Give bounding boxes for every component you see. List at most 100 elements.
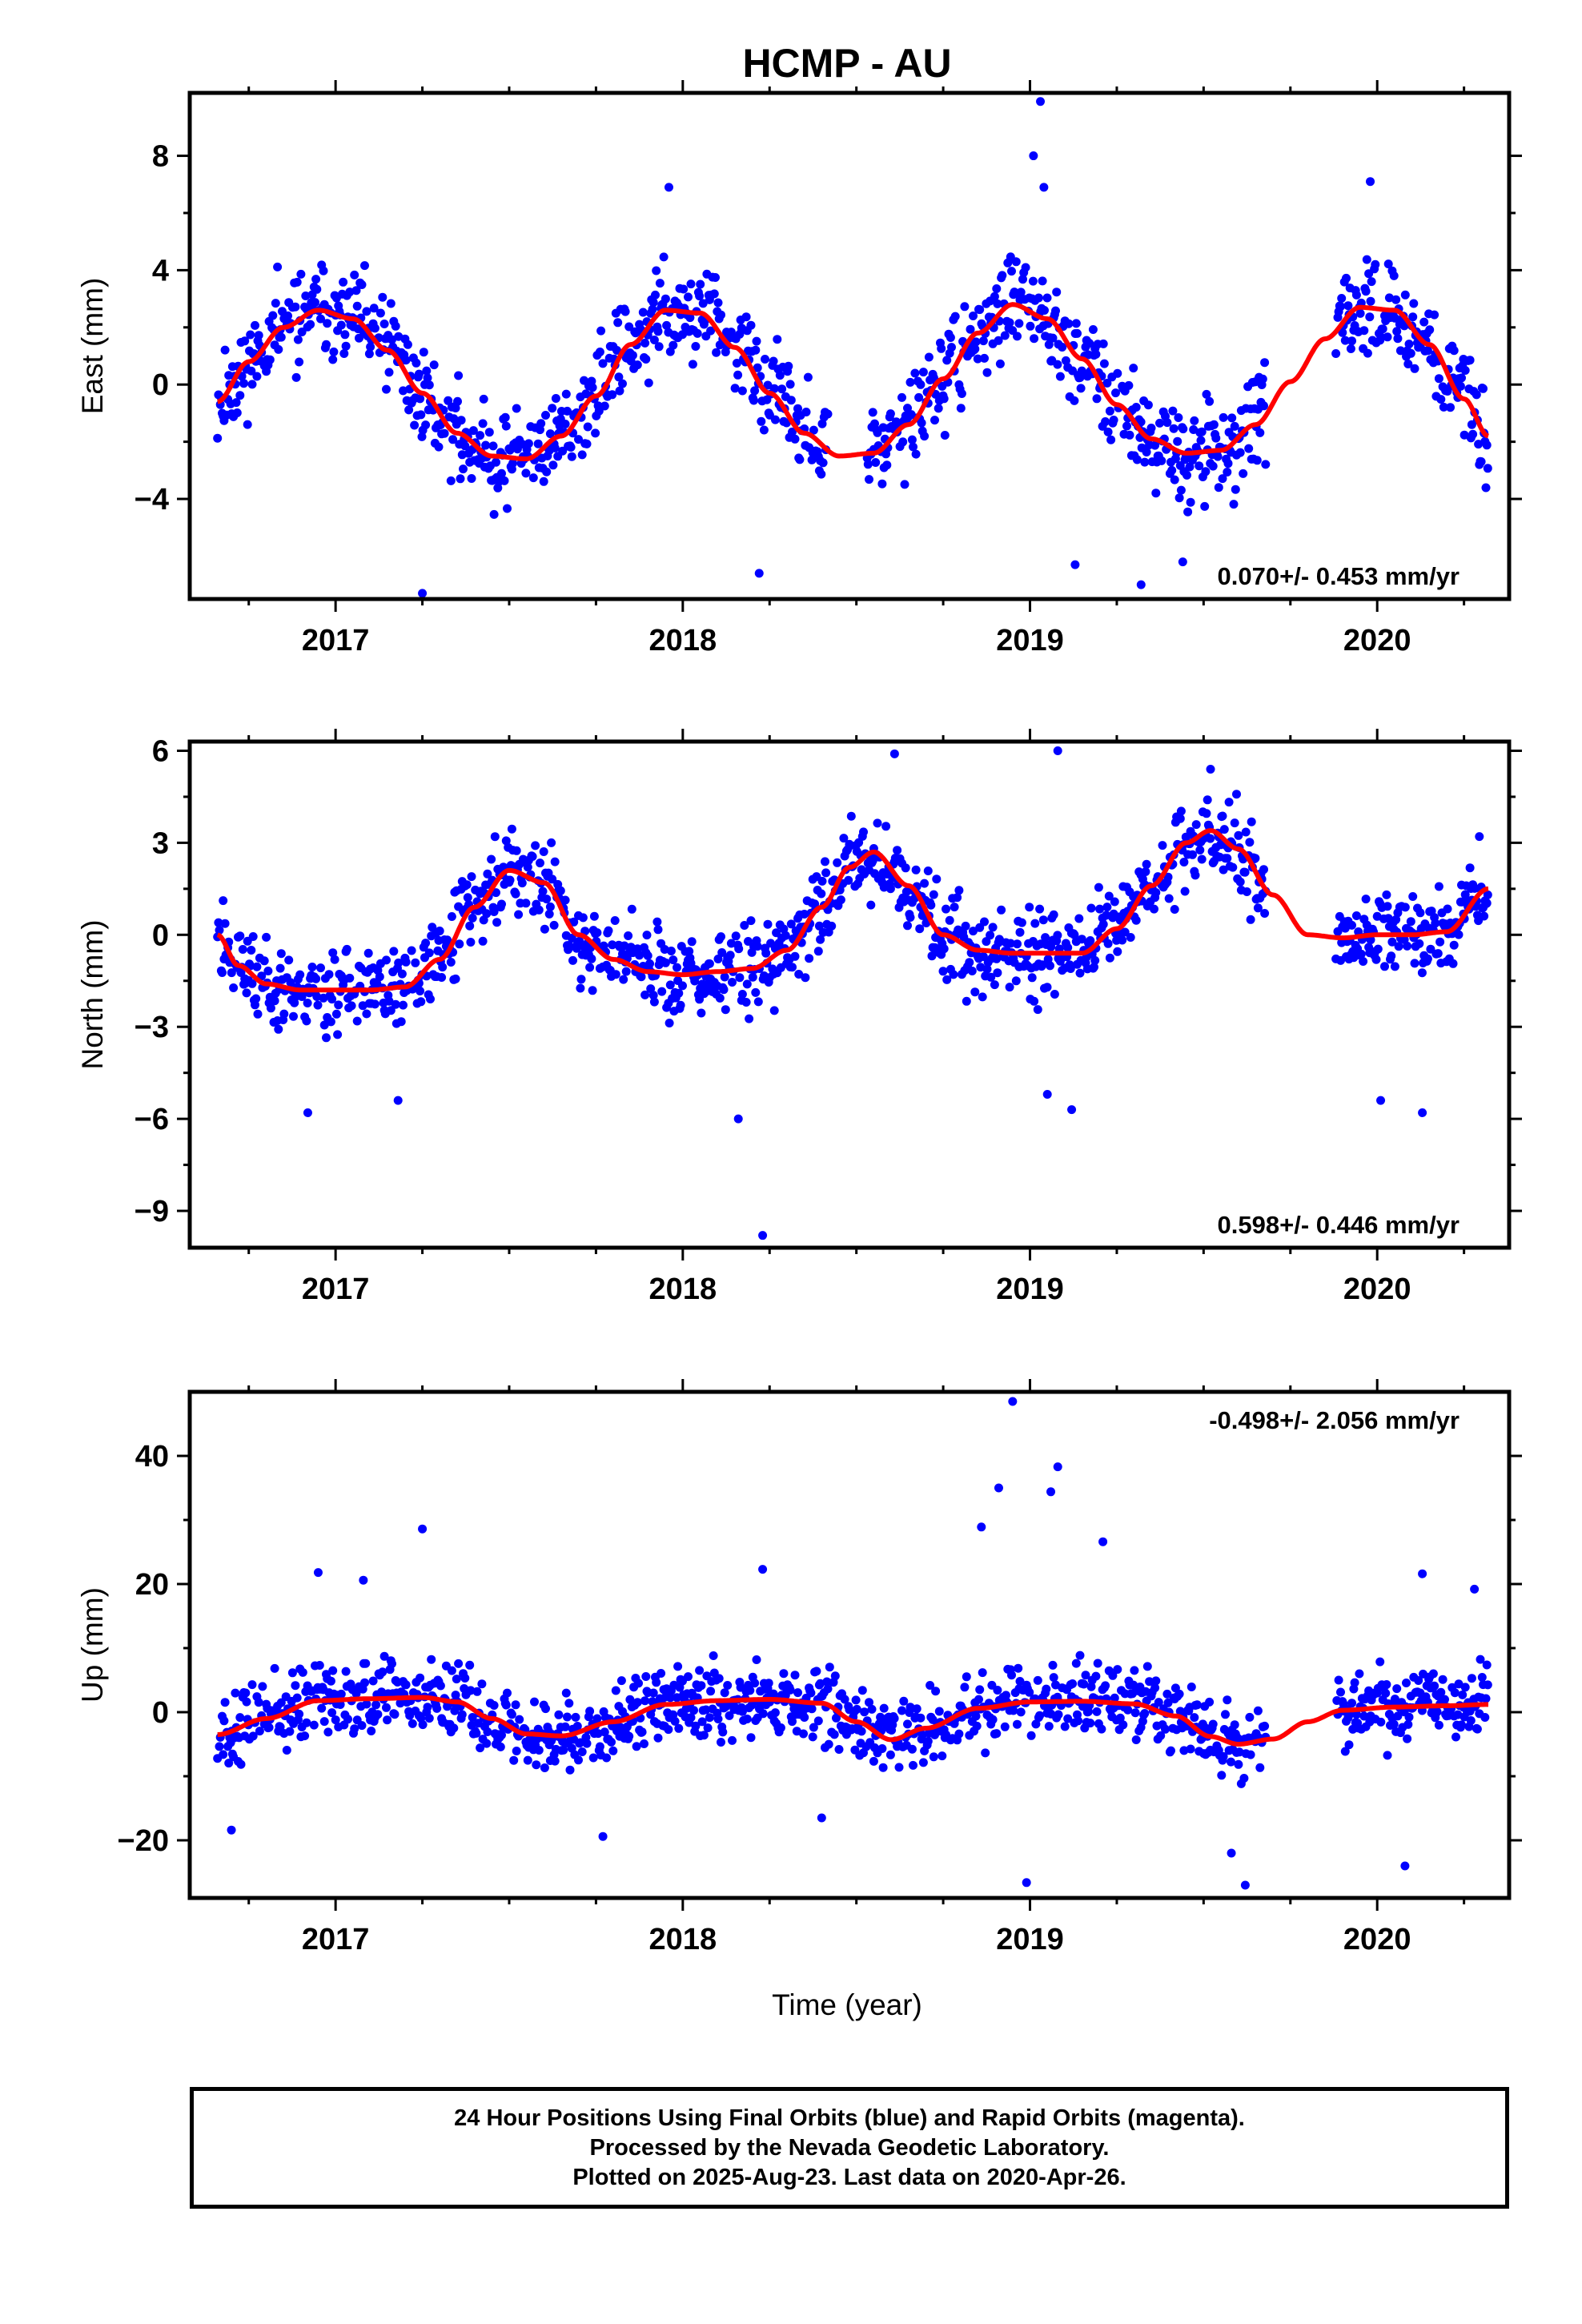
data-point	[588, 986, 597, 995]
data-point	[918, 1758, 928, 1767]
outlier-point	[227, 1825, 236, 1835]
data-point	[423, 373, 432, 383]
data-point	[1126, 933, 1135, 942]
data-point	[574, 1755, 583, 1765]
data-point	[770, 1708, 780, 1718]
data-point	[660, 945, 669, 954]
data-point	[918, 368, 928, 377]
data-point	[1355, 1669, 1364, 1679]
data-point	[482, 909, 492, 919]
data-point	[1048, 1660, 1058, 1670]
data-point	[930, 416, 939, 425]
data-point	[960, 302, 970, 312]
data-point	[1472, 1724, 1482, 1734]
outlier-point	[393, 1096, 403, 1105]
data-point	[401, 356, 411, 365]
up-panel: 2017 2018 2019 2020 −20 0 20 40 Up (mm) -0.498+/-…	[76, 1379, 1522, 1956]
data-point	[295, 357, 304, 367]
data-point	[259, 956, 269, 966]
data-point	[551, 394, 560, 403]
footer-line-3: Plotted on 2025-Aug-23. Last data on 202…	[572, 2164, 1126, 2190]
data-point	[860, 1707, 869, 1717]
data-point	[1433, 949, 1443, 959]
data-point	[978, 992, 987, 1002]
y-tick-label: −4	[135, 483, 169, 517]
data-point	[1359, 1711, 1369, 1721]
data-point	[746, 1733, 756, 1743]
data-point	[697, 1008, 706, 1018]
y-tick-label: 0	[152, 1696, 169, 1730]
data-point	[243, 420, 252, 429]
data-point	[713, 955, 723, 963]
data-point	[1439, 402, 1448, 412]
data-point	[947, 343, 956, 352]
data-point	[341, 341, 351, 351]
outlier-point	[418, 1524, 428, 1534]
data-point	[954, 1729, 964, 1739]
data-point	[1255, 1763, 1265, 1772]
data-point	[361, 1659, 371, 1668]
data-point	[717, 310, 725, 320]
data-point	[357, 1721, 367, 1731]
data-point	[403, 340, 412, 349]
data-point	[1343, 301, 1353, 311]
data-point	[956, 404, 966, 413]
data-point	[624, 1731, 634, 1741]
y-tick-label: −6	[135, 1103, 169, 1136]
data-point	[262, 932, 271, 942]
data-point	[336, 1689, 346, 1699]
data-point	[612, 346, 621, 355]
data-point	[549, 920, 559, 930]
data-point	[909, 1760, 917, 1770]
data-point	[1061, 356, 1070, 365]
data-point	[730, 384, 740, 393]
data-point	[709, 1651, 718, 1660]
data-point	[915, 924, 925, 934]
data-point	[239, 379, 248, 388]
data-point	[563, 1712, 572, 1722]
data-point	[1170, 905, 1179, 914]
data-point	[531, 841, 540, 850]
data-point	[421, 420, 431, 430]
data-point	[1363, 348, 1372, 358]
data-point	[648, 1697, 657, 1707]
data-point	[1383, 902, 1392, 911]
data-point	[926, 1681, 935, 1690]
east-panel: 2017 2018 2019 2020 −4 0 4 8 East (mm) 0.070+/- 0…	[76, 80, 1522, 657]
data-point	[330, 955, 339, 964]
data-point	[242, 1697, 251, 1707]
data-point	[1013, 332, 1022, 341]
data-point	[323, 1727, 333, 1737]
data-point	[1176, 485, 1186, 495]
data-point	[276, 332, 286, 342]
data-point	[1063, 1714, 1073, 1723]
data-point	[1480, 1713, 1490, 1722]
data-point	[319, 266, 328, 275]
data-point	[1191, 870, 1200, 880]
data-point	[1425, 325, 1435, 335]
data-point	[247, 946, 256, 955]
data-point	[1219, 825, 1229, 834]
data-point	[1191, 820, 1201, 830]
data-point	[263, 967, 273, 975]
data-point	[711, 273, 720, 282]
data-point	[1125, 430, 1134, 440]
data-point	[524, 439, 533, 448]
data-point	[1035, 1711, 1045, 1720]
data-point	[1014, 1663, 1023, 1673]
data-point	[419, 348, 428, 357]
data-point	[1180, 887, 1190, 896]
data-point	[399, 1000, 408, 1010]
data-point	[587, 954, 596, 963]
data-point	[500, 412, 510, 422]
data-point	[638, 308, 648, 317]
data-point	[422, 366, 432, 376]
data-point	[437, 973, 447, 982]
data-point	[1340, 1747, 1350, 1756]
data-point	[545, 429, 555, 439]
data-point	[489, 509, 499, 519]
data-point	[832, 1713, 841, 1723]
y-tick-label: 4	[152, 254, 169, 287]
data-point	[1195, 461, 1204, 471]
data-point	[1449, 346, 1459, 356]
